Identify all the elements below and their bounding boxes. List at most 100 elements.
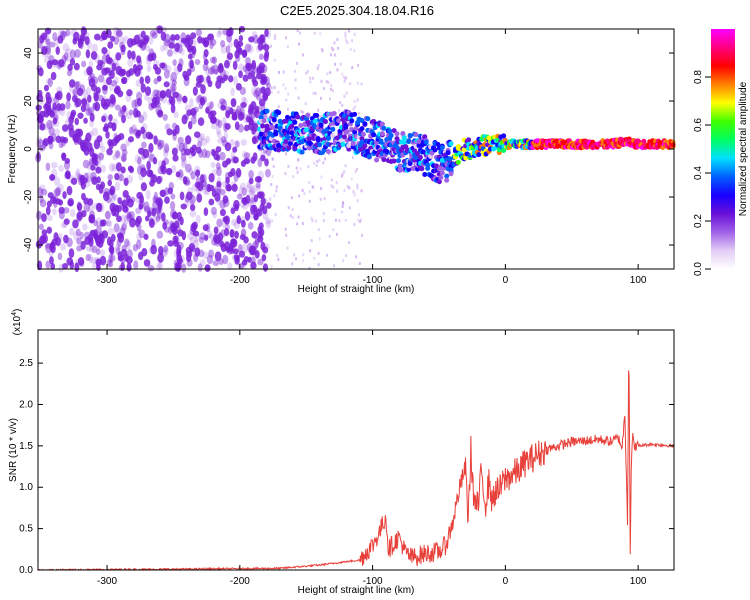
spectrogram-cell [114,149,121,160]
spectrogram-cell [133,260,139,270]
spectrogram-cell [35,104,42,111]
spectrogram-cell [310,216,313,220]
spectrogram-cell [248,190,255,198]
spectrogram-cell [277,257,280,261]
spectrogram-cell [353,32,356,36]
spectrogram-cell [96,63,103,71]
spectrogram-cell [273,131,279,137]
spectrogram-cell [338,109,341,113]
spectrogram-cell [298,194,301,198]
spectrogram-cell [305,71,308,75]
spectrogram-cell [152,216,159,225]
spectrogram-cell [156,262,162,271]
spectrogram-cell [337,46,340,50]
spectrogram-cell [230,207,236,215]
spectrogram-cell [223,60,230,69]
spectrogram-cell [195,95,202,104]
spectrogram-cell [231,219,237,226]
spectrogram-y-ticks: -40 -20 0 20 40 [23,47,674,252]
spectrogram-cell [318,122,324,128]
spectrogram-cell [95,183,101,191]
spectrogram-cell [463,155,469,161]
spectrogram-cell [242,113,250,124]
spectrogram-cell [162,221,168,230]
spectrogram-cell [250,62,257,72]
spectrogram-cell [332,48,335,52]
spectrogram-cell [144,93,150,101]
spectrogram-cell [50,162,58,169]
spectrogram-cell [47,135,54,144]
spectrogram-cell [138,229,146,239]
spectrogram-cell [299,149,305,155]
spectrogram-cell [181,95,188,103]
spectrogram-cell [76,237,82,245]
spectrogram-cell [229,247,235,254]
spectrogram-cell [180,148,187,156]
spectrogram-cell [258,98,266,107]
spectrogram-cell [215,118,220,127]
spectrogram-cell [335,232,338,236]
spectrogram-cell [182,176,188,185]
spectrogram-cell [79,84,86,94]
spectrogram-cell [157,142,163,151]
spectrogram-cell [287,206,290,210]
spectrogram-cell [111,97,117,106]
spectrogram-cell [343,94,346,98]
spectrogram-cell [316,160,319,164]
spectrogram-cell [229,229,236,238]
spectrogram-cell [303,192,306,196]
spectrogram-cell [251,86,258,97]
spectrogram-cell [106,148,113,156]
spectrogram-cell [360,131,366,137]
spectrogram-cell [201,148,208,159]
spectrogram-cell [125,241,132,250]
spectrogram-cell [356,186,359,190]
spectrogram-cell [299,146,302,150]
spectrogram-cell [120,143,127,152]
spectrogram-cell [177,63,183,73]
spectrogram-cell [332,185,335,189]
spectrogram-cell [295,257,298,261]
spectrogram-cell [346,146,352,152]
spectrogram-cell [182,95,188,104]
spectrogram-cell [357,111,360,115]
spectrogram-cell [53,188,61,197]
spectrogram-cell [234,230,239,239]
spectrogram-cell [379,131,385,137]
spectrogram-cell [168,95,174,105]
spectrogram-cell [381,125,387,131]
spectrogram-cell [178,142,186,153]
spectrogram-cell [423,139,429,145]
spectrogram-cell [348,186,351,190]
spectrogram-cell [281,125,284,129]
spectrogram-cell [258,62,266,70]
spectrogram-cell [52,117,58,125]
spectrogram-cell [293,253,296,257]
spectrogram-cell [115,162,122,172]
spectrogram-cell [52,208,57,216]
spectrogram-cell [343,80,346,84]
spectrogram-cell [192,86,198,96]
spectrogram-cell [128,126,134,135]
spectrogram-cell [114,244,121,251]
spectrogram-cell [147,151,153,162]
spectrogram-cell [54,176,61,187]
spectrogram-cell [242,74,249,82]
spectrogram-cell [265,220,271,229]
spectrogram-cell [48,41,56,48]
spectrogram-cell [98,152,105,161]
spectrogram-cell [238,63,245,72]
spectrogram-cell [74,49,81,58]
spectrogram-cell [108,259,114,268]
spectrogram-cell [86,66,93,76]
spectrogram-cell [395,158,401,164]
spectrogram-cell [245,57,251,65]
spectrogram-cell [181,263,187,273]
spectrogram-cell [315,136,321,142]
spectrogram-cell [104,67,111,74]
spectrogram-cell [249,185,257,194]
spectrogram-cell [40,45,48,55]
spectrogram-cell [55,46,60,55]
spectrogram-cell [414,151,420,157]
spectrogram-cell [137,58,142,67]
